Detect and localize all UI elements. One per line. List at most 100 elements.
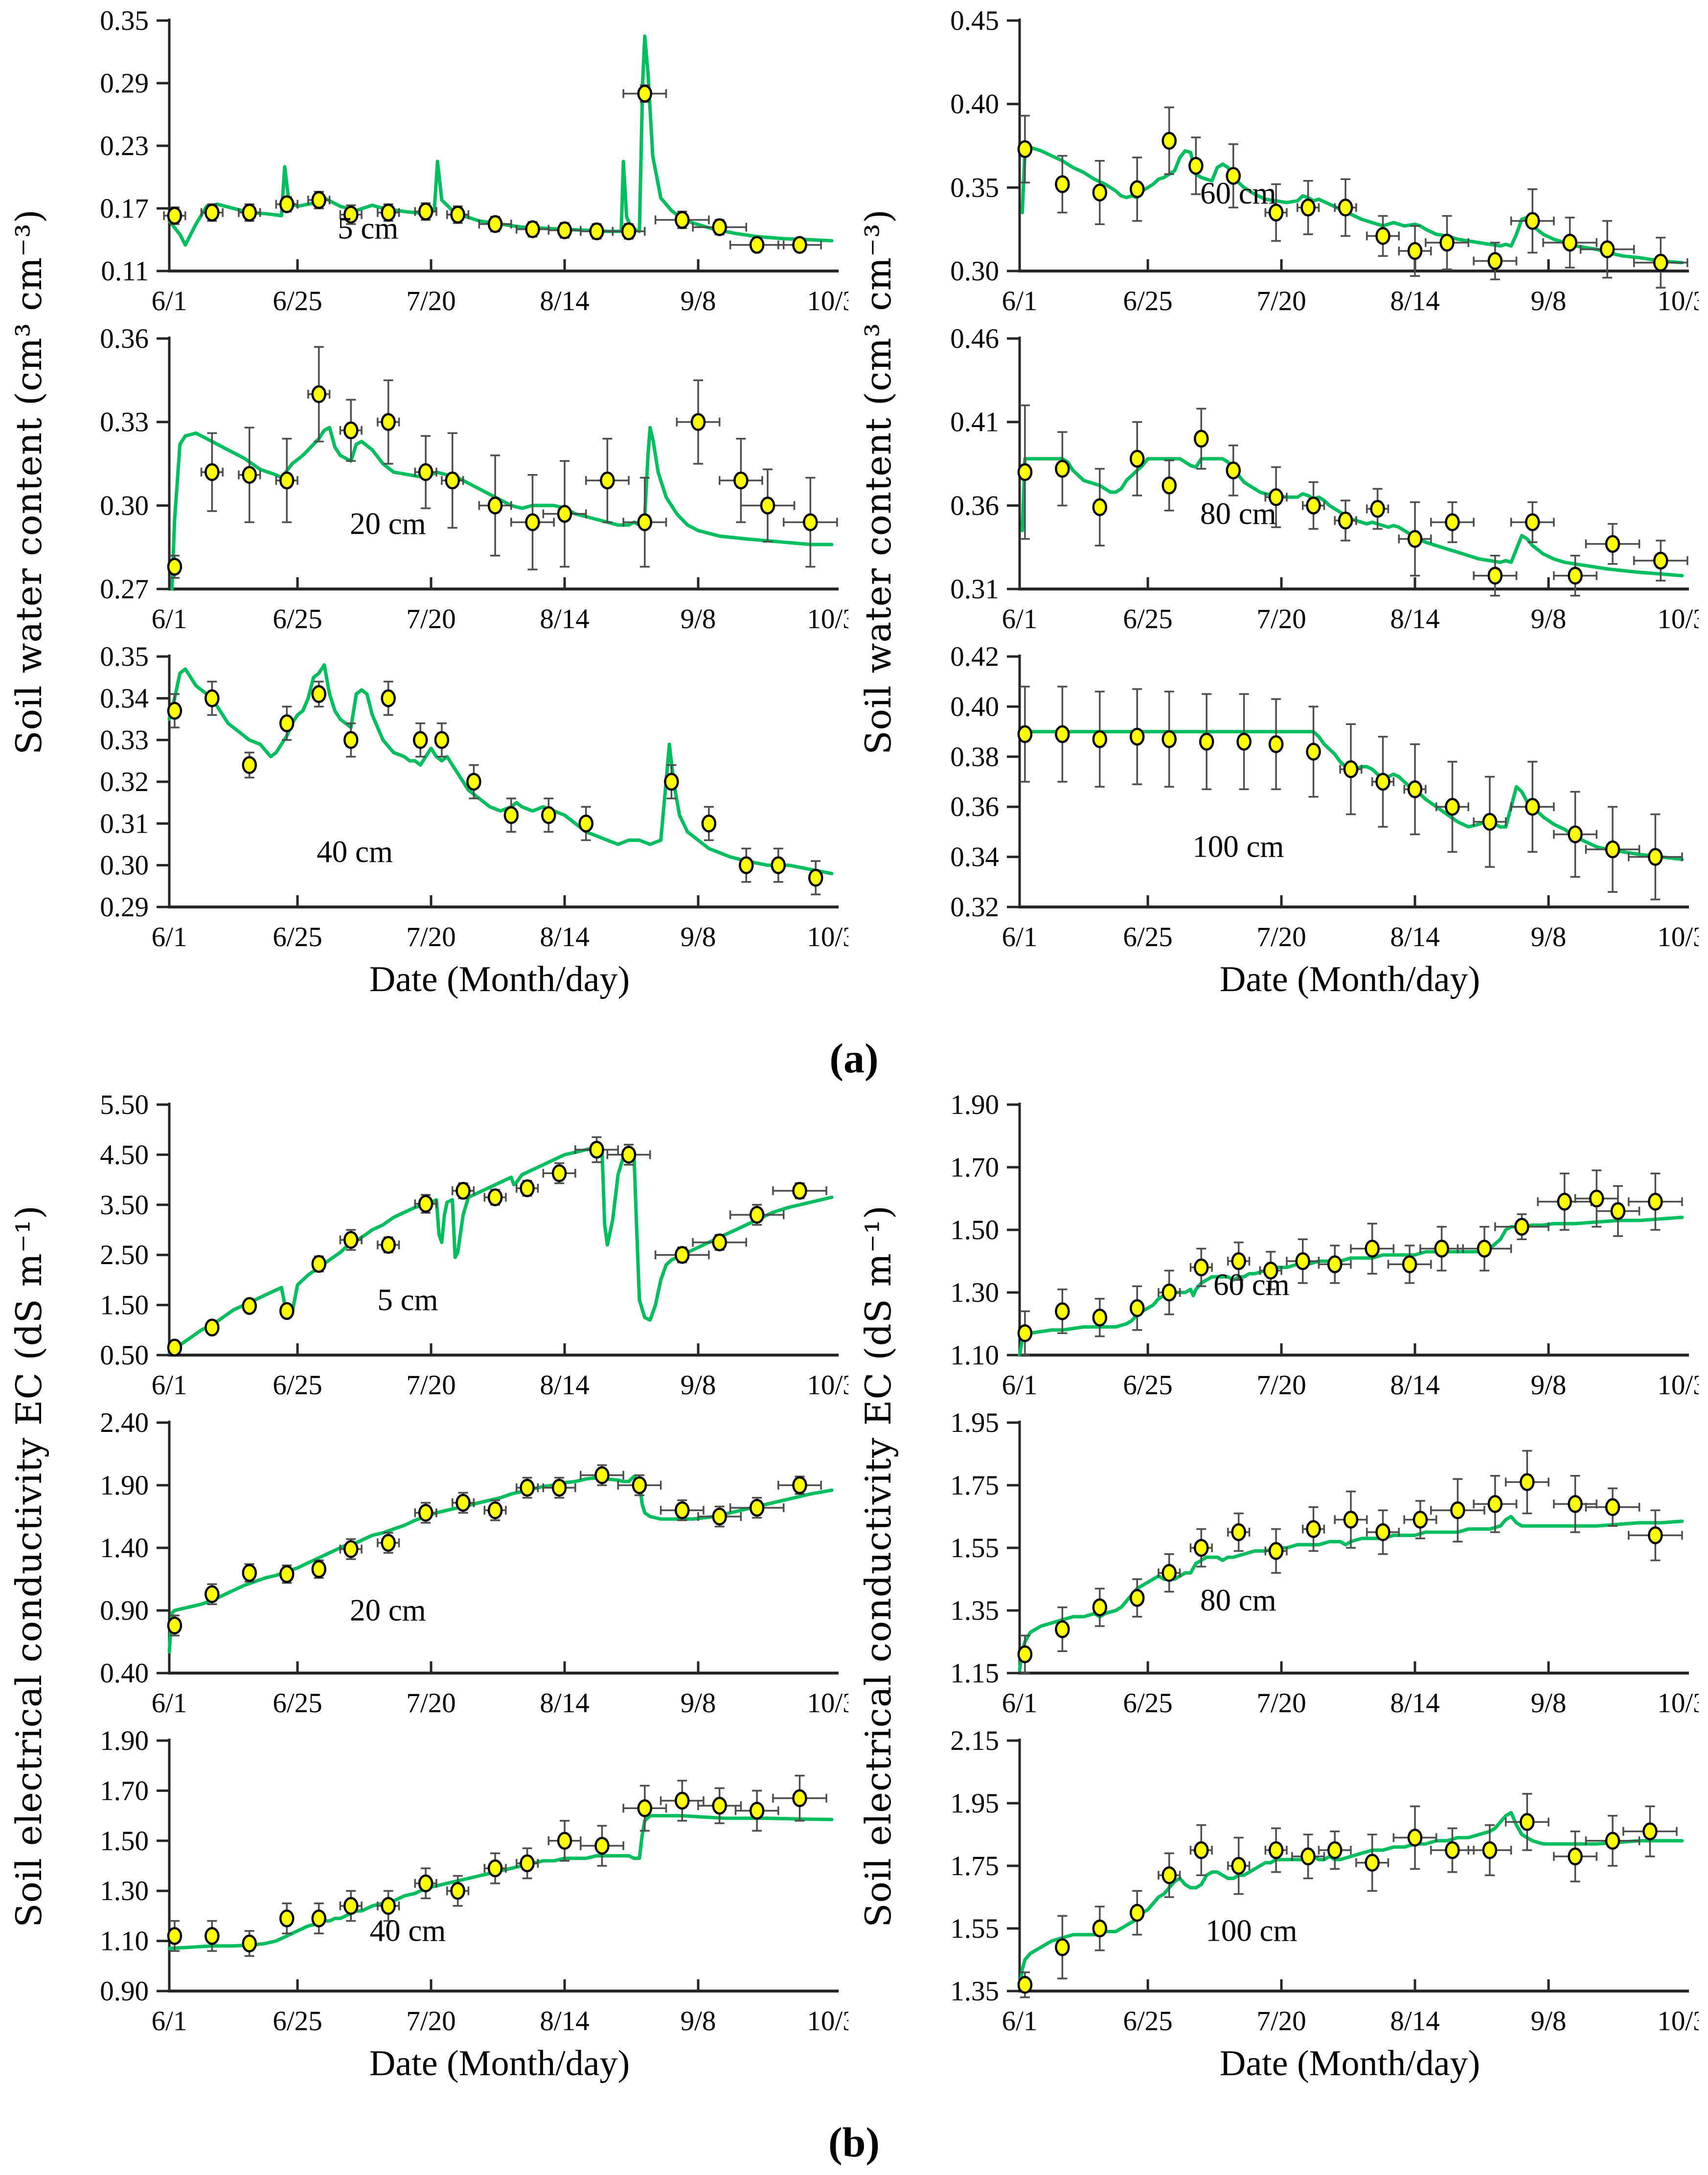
svg-text:6/25: 6/25 bbox=[1123, 286, 1172, 317]
subplot-ec-80cm: 1.15 1.35 1.55 1.75 1.95 6/1 6/25 7/20 8/14 9/8 10… bbox=[950, 1407, 1699, 1719]
svg-text:1.30: 1.30 bbox=[100, 1876, 149, 1906]
svg-text:1.15: 1.15 bbox=[950, 1658, 999, 1689]
svg-text:7/20: 7/20 bbox=[1256, 2006, 1306, 2037]
svg-text:2.40: 2.40 bbox=[100, 1407, 149, 1438]
svg-text:0.23: 0.23 bbox=[100, 131, 149, 161]
x-axis-label-text: Date (Month/day) bbox=[369, 959, 630, 999]
svg-text:1.55: 1.55 bbox=[950, 1533, 999, 1563]
svg-text:0.36: 0.36 bbox=[100, 323, 149, 354]
svg-text:0.34: 0.34 bbox=[950, 842, 999, 873]
svg-text:10/3: 10/3 bbox=[807, 1370, 848, 1401]
svg-text:1.95: 1.95 bbox=[950, 1407, 999, 1438]
svg-text:0.31: 0.31 bbox=[100, 808, 149, 839]
svg-text:6/1: 6/1 bbox=[1002, 604, 1038, 634]
svg-text:0.27: 0.27 bbox=[100, 574, 149, 605]
svg-text:7/20: 7/20 bbox=[406, 1688, 455, 1719]
x-axis-label-text: Date (Month/day) bbox=[369, 2043, 630, 2084]
svg-text:10/3: 10/3 bbox=[1657, 922, 1699, 952]
svg-text:9/8: 9/8 bbox=[1531, 604, 1567, 634]
subplot-ec-5cm: 0.50 1.50 2.50 3.50 4.50 5.50 6/1 6/25 7/20 8/14 9… bbox=[100, 1089, 848, 1401]
chart-ec-100cm: 1.35 1.55 1.75 1.95 2.15 6/1 6/25 7/20 8/14 9/8 10… bbox=[908, 1725, 1699, 2043]
svg-text:1.95: 1.95 bbox=[950, 1788, 999, 1819]
svg-text:7/20: 7/20 bbox=[1256, 1688, 1306, 1719]
svg-text:0.33: 0.33 bbox=[100, 725, 149, 756]
svg-text:8/14: 8/14 bbox=[1390, 2006, 1439, 2037]
subplot-swc-5cm: 0.11 0.17 0.23 0.29 0.35 6/1 6/25 7/20 8/14 9/8 10… bbox=[100, 5, 848, 317]
svg-text:0.30: 0.30 bbox=[100, 490, 149, 521]
svg-text:9/8: 9/8 bbox=[681, 604, 716, 634]
svg-text:7/20: 7/20 bbox=[406, 1370, 455, 1401]
svg-text:1.50: 1.50 bbox=[100, 1826, 149, 1857]
svg-text:40 cm: 40 cm bbox=[370, 1914, 446, 1948]
x-axis-label-a-left: Date (Month/day) bbox=[58, 959, 848, 1031]
svg-text:0.29: 0.29 bbox=[100, 892, 149, 923]
svg-text:6/25: 6/25 bbox=[273, 2006, 322, 2037]
svg-text:8/14: 8/14 bbox=[540, 1370, 589, 1401]
y-axis-label-text: Soil water content (cm³ cm⁻³) bbox=[8, 209, 49, 755]
panel-b: Soil electrical conductivity EC (dS m⁻¹)… bbox=[0, 1089, 1708, 2115]
y-axis-label-text: Soil water content (cm³ cm⁻³) bbox=[858, 209, 899, 755]
chart-swc-80cm: 0.31 0.36 0.41 0.46 6/1 6/25 7/20 8/14 9/8 10/3 80… bbox=[908, 323, 1699, 641]
subplot-swc-60cm: 0.30 0.35 0.40 0.45 6/1 6/25 7/20 8/14 9/8 10/3 60… bbox=[950, 5, 1699, 317]
svg-text:9/8: 9/8 bbox=[1531, 286, 1567, 317]
svg-text:0.35: 0.35 bbox=[100, 641, 149, 672]
y-axis-label-text: Soil electrical conductivity EC (dS m⁻¹) bbox=[8, 1204, 49, 1927]
panel-b-letter: (b) bbox=[828, 2119, 880, 2166]
svg-text:0.90: 0.90 bbox=[100, 1595, 149, 1626]
chart-swc-100cm: 0.32 0.34 0.36 0.38 0.40 0.42 6/1 6/25 7/20 8/14 9… bbox=[908, 641, 1699, 959]
svg-text:80 cm: 80 cm bbox=[1200, 1583, 1276, 1617]
subplot-swc-40cm: 0.29 0.30 0.31 0.32 0.33 0.34 0.35 6/1 6/25 7/20 8… bbox=[100, 641, 848, 952]
svg-text:1.70: 1.70 bbox=[950, 1152, 999, 1183]
svg-text:9/8: 9/8 bbox=[681, 286, 716, 317]
svg-text:9/8: 9/8 bbox=[1531, 1688, 1567, 1719]
svg-text:0.40: 0.40 bbox=[950, 89, 999, 120]
subplot-swc-80cm: 0.31 0.36 0.41 0.46 6/1 6/25 7/20 8/14 9/8 10/3 80… bbox=[950, 323, 1699, 634]
svg-text:1.90: 1.90 bbox=[100, 1470, 149, 1501]
x-axis-label-a-right: Date (Month/day) bbox=[908, 959, 1699, 1031]
svg-text:0.40: 0.40 bbox=[950, 691, 999, 722]
svg-text:10/3: 10/3 bbox=[1657, 1688, 1699, 1719]
chart-swc-5cm: 0.11 0.17 0.23 0.29 0.35 6/1 6/25 7/20 8/14 9/8 10… bbox=[58, 5, 848, 323]
svg-text:0.90: 0.90 bbox=[100, 1976, 149, 2007]
svg-text:4.50: 4.50 bbox=[100, 1139, 149, 1170]
svg-text:7/20: 7/20 bbox=[406, 922, 455, 952]
svg-text:0.35: 0.35 bbox=[100, 5, 149, 36]
chart-ec-60cm: 1.10 1.30 1.50 1.70 1.90 6/1 6/25 7/20 8/14 9/8 10… bbox=[908, 1089, 1699, 1407]
svg-text:1.50: 1.50 bbox=[950, 1215, 999, 1246]
svg-text:7/20: 7/20 bbox=[406, 604, 455, 634]
svg-text:1.75: 1.75 bbox=[950, 1470, 999, 1501]
svg-text:8/14: 8/14 bbox=[540, 1688, 589, 1719]
svg-text:5.50: 5.50 bbox=[100, 1089, 149, 1120]
x-axis-label-b-right: Date (Month/day) bbox=[908, 2043, 1699, 2115]
svg-text:6/1: 6/1 bbox=[152, 1688, 187, 1719]
svg-text:0.40: 0.40 bbox=[100, 1658, 149, 1689]
svg-text:3.50: 3.50 bbox=[100, 1190, 149, 1221]
svg-text:6/1: 6/1 bbox=[1002, 2006, 1038, 2037]
chart-swc-20cm: 0.27 0.30 0.33 0.36 6/1 6/25 7/20 8/14 9/8 10/3 20… bbox=[58, 323, 848, 641]
svg-text:9/8: 9/8 bbox=[681, 922, 716, 952]
svg-text:10/3: 10/3 bbox=[807, 2006, 848, 2037]
svg-text:9/8: 9/8 bbox=[1531, 2006, 1567, 2037]
subplot-swc-100cm: 0.32 0.34 0.36 0.38 0.40 0.42 6/1 6/25 7/20 8/14 9… bbox=[950, 641, 1699, 952]
svg-text:0.36: 0.36 bbox=[950, 792, 999, 822]
svg-text:8/14: 8/14 bbox=[1390, 1370, 1439, 1401]
svg-text:7/20: 7/20 bbox=[1256, 286, 1306, 317]
svg-text:7/20: 7/20 bbox=[1256, 1370, 1306, 1401]
svg-text:0.34: 0.34 bbox=[100, 683, 149, 714]
chart-swc-40cm: 0.29 0.30 0.31 0.32 0.33 0.34 0.35 6/1 6/25 7/20 8… bbox=[58, 641, 848, 959]
svg-text:0.45: 0.45 bbox=[950, 5, 999, 36]
y-axis-label-ec-right: Soil electrical conductivity EC (dS m⁻¹) bbox=[848, 1089, 908, 2043]
x-axis-label-b-left: Date (Month/day) bbox=[58, 2043, 848, 2115]
svg-text:6/25: 6/25 bbox=[1123, 604, 1172, 634]
svg-text:8/14: 8/14 bbox=[540, 286, 589, 317]
svg-text:1.50: 1.50 bbox=[100, 1290, 149, 1321]
svg-text:6/25: 6/25 bbox=[1123, 1688, 1172, 1719]
svg-text:6/25: 6/25 bbox=[1123, 922, 1172, 952]
svg-text:0.17: 0.17 bbox=[100, 193, 149, 224]
svg-text:6/1: 6/1 bbox=[152, 2006, 187, 2037]
svg-text:8/14: 8/14 bbox=[540, 604, 589, 634]
svg-text:1.55: 1.55 bbox=[950, 1913, 999, 1944]
svg-text:8/14: 8/14 bbox=[1390, 604, 1439, 634]
svg-text:0.42: 0.42 bbox=[950, 641, 999, 672]
svg-text:7/20: 7/20 bbox=[1256, 604, 1306, 634]
